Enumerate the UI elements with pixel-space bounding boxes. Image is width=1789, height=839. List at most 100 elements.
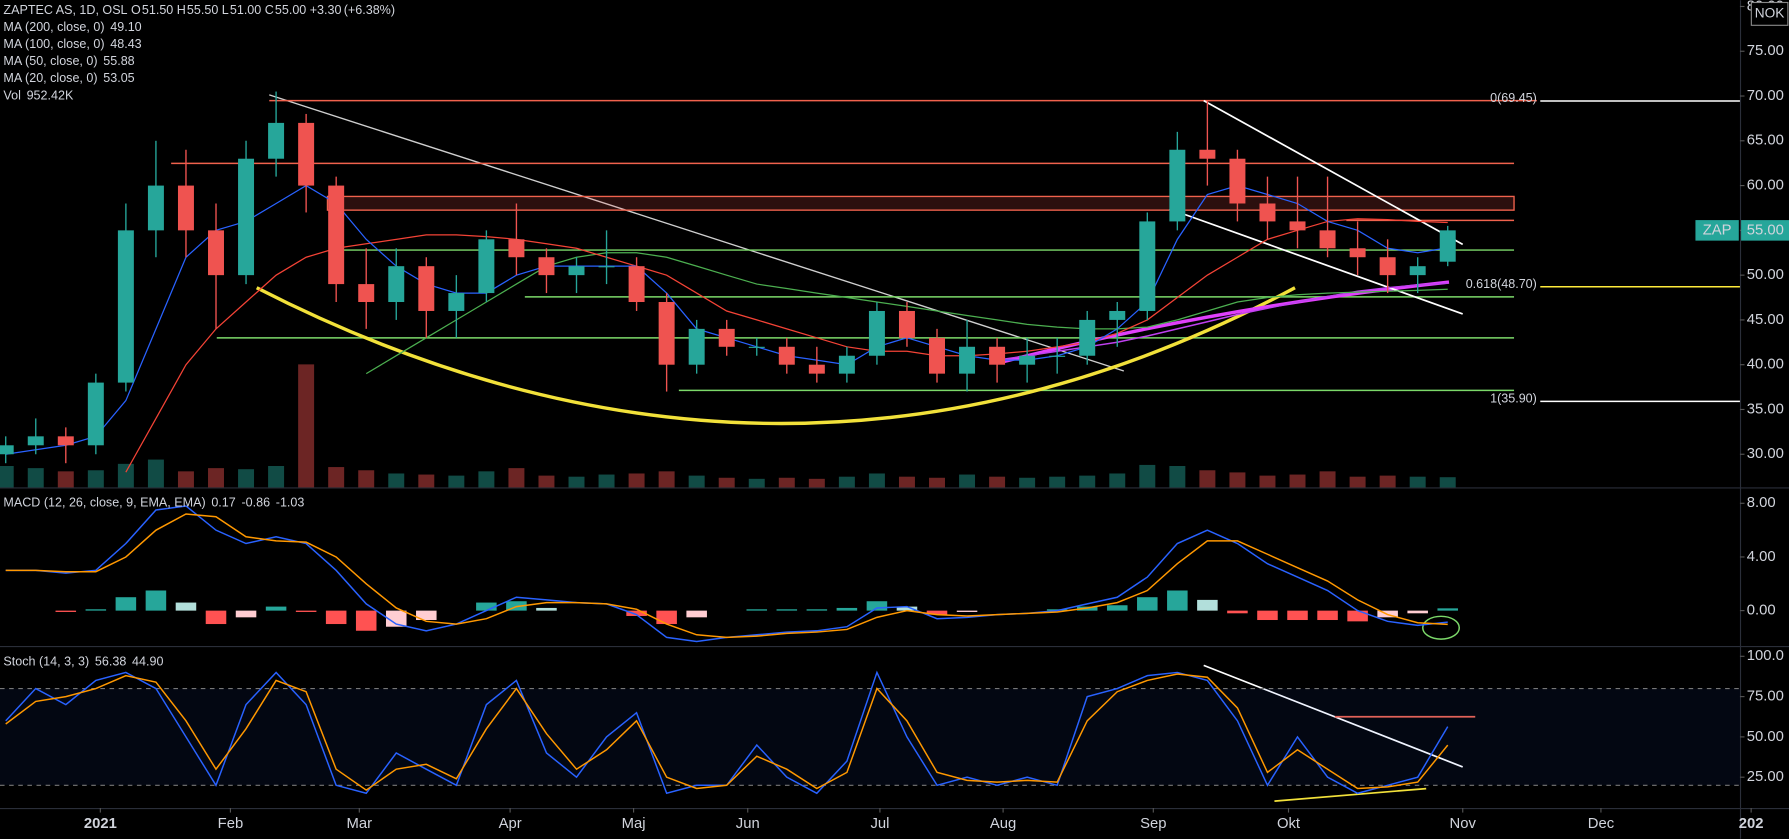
volume-bar <box>748 478 765 488</box>
candle-body <box>1169 149 1186 222</box>
indicator-value: 0.17 <box>211 496 235 510</box>
volume-bar <box>508 468 525 488</box>
cup-curve <box>255 286 1296 426</box>
candle-body <box>1229 158 1246 204</box>
x-tick-label: Jul <box>870 816 889 832</box>
volume-bar <box>298 364 315 488</box>
ohlc-value: 55.00 <box>275 3 306 17</box>
candle-body <box>147 185 164 231</box>
currency-label: NOK <box>1755 6 1785 21</box>
histogram-bar <box>115 597 137 611</box>
volume-bar <box>388 473 405 488</box>
histogram-bar <box>416 610 437 621</box>
candle-body <box>628 266 645 303</box>
candle-body <box>1139 221 1156 311</box>
histogram-bar <box>1287 610 1308 621</box>
legend-name: MA (20, close, 0) <box>3 71 97 85</box>
legend-value: 952.42K <box>27 88 74 102</box>
y-tick-label: 30.00 <box>1747 446 1784 462</box>
candle-body <box>1049 355 1066 357</box>
channel-line <box>1169 208 1463 315</box>
x-tick-label: Aug <box>990 816 1016 832</box>
resistance-zone <box>326 195 1515 211</box>
volume-bar <box>688 475 705 488</box>
candle-body <box>808 364 825 374</box>
ohlc-prefix: H <box>177 3 186 17</box>
histogram-bar <box>265 606 287 611</box>
volume-bar <box>868 473 885 488</box>
candle-body <box>1259 203 1276 222</box>
change-value: +3.30 <box>310 3 342 17</box>
symbol-label: ZAP <box>1703 222 1732 238</box>
candle-body <box>959 346 976 374</box>
histogram-bar <box>686 610 707 618</box>
volume-bar <box>177 471 194 488</box>
x-tick-label: 202 <box>1739 816 1764 832</box>
ohlc-prefix: O <box>131 3 141 17</box>
drawings <box>171 94 1537 802</box>
candle-body <box>538 257 555 276</box>
histogram-bar <box>1167 590 1188 611</box>
candle-body <box>1319 230 1336 249</box>
candle-body <box>1289 221 1306 231</box>
histogram-bar <box>175 602 197 611</box>
histogram-bar <box>355 610 377 631</box>
ma-highlight <box>997 280 1450 365</box>
candle-body <box>598 266 615 268</box>
x-tick-label: Jun <box>736 816 760 832</box>
ohlc-value: 51.50 <box>142 3 173 17</box>
histogram-bar <box>956 610 978 612</box>
moving-average <box>996 282 1448 361</box>
legend-value: 55.88 <box>103 54 134 68</box>
candle-body <box>298 122 315 186</box>
x-tick-label: Maj <box>622 816 646 832</box>
y-tick-label: 75.00 <box>1747 43 1784 59</box>
change-pct: (+6.38%) <box>344 3 395 17</box>
histogram-bar <box>806 609 828 611</box>
volume-bar <box>1019 477 1036 488</box>
y-tick-label: 60.00 <box>1747 178 1784 194</box>
volume-bar <box>1379 475 1396 488</box>
candle-body <box>989 346 1006 365</box>
x-tick-label: Nov <box>1450 816 1477 832</box>
chart-title: ZAPTEC AS, 1D, OSL <box>3 3 127 17</box>
stoch-band <box>0 688 1740 786</box>
histogram-bar <box>1347 610 1368 622</box>
y-tick-label: 35.00 <box>1747 401 1784 417</box>
candle-body <box>748 346 765 348</box>
volume-bar <box>328 467 345 488</box>
volume-bar <box>1139 464 1156 488</box>
candle-body <box>448 293 465 311</box>
candle-body <box>388 266 405 303</box>
volume-bar <box>0 465 14 488</box>
histogram-bar <box>746 609 768 611</box>
y-tick-label: 100.0 <box>1747 648 1784 664</box>
x-tick-label: Apr <box>499 816 522 832</box>
candle-body <box>87 382 104 446</box>
stoch-line <box>5 673 1449 791</box>
histogram-bar <box>1227 610 1248 614</box>
candle-body <box>418 266 435 311</box>
moving-average <box>125 218 1448 473</box>
candle-body <box>898 310 915 338</box>
histogram-bar <box>85 609 107 611</box>
histogram-bar <box>145 590 167 611</box>
histogram-bar <box>325 610 347 625</box>
volume-bar <box>1199 470 1216 488</box>
x-tick-label: Okt <box>1277 816 1301 832</box>
symbol-tag <box>1695 220 1739 241</box>
volume-bar <box>658 471 675 488</box>
histogram-bar <box>205 610 227 625</box>
histogram-bar <box>295 610 317 612</box>
ohlc-value: 51.00 <box>230 3 261 17</box>
histogram-bar <box>776 609 798 611</box>
candle-body <box>27 436 44 446</box>
candle-body <box>1199 149 1216 159</box>
volume-bar <box>117 463 134 488</box>
candle-body <box>1079 319 1096 356</box>
candle-body <box>328 185 345 285</box>
candle-body <box>658 302 675 365</box>
volume-bar <box>268 465 285 488</box>
histogram-bar <box>926 610 948 615</box>
